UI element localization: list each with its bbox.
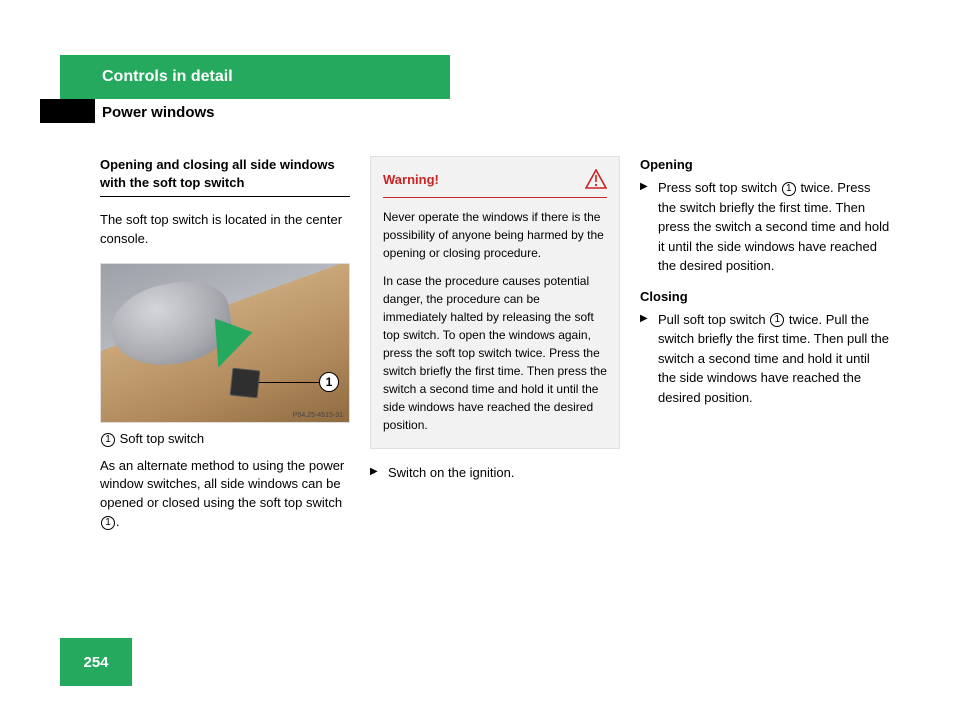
figure-switch xyxy=(230,368,261,399)
figure-id: P54.25-4515-31 xyxy=(293,412,343,419)
alt-text-pre: As an alternate method to using the powe… xyxy=(100,458,344,511)
warning-triangle-icon xyxy=(585,169,607,189)
column-1: Opening and closing all side windows wit… xyxy=(100,156,350,546)
warning-header: Warning! xyxy=(383,169,607,198)
figure-callout-1: 1 xyxy=(319,372,339,392)
soft-top-switch-figure: 1 P54.25-4515-31 xyxy=(100,263,350,423)
warning-box: Warning! Never operate the windows if th… xyxy=(370,156,620,449)
caption-callout-icon: 1 xyxy=(101,433,115,447)
heading-rule xyxy=(100,196,350,197)
closing-step: Pull soft top switch 1 twice. Pull the s… xyxy=(640,310,890,408)
closing-heading: Closing xyxy=(640,288,890,306)
closing-steps: Pull soft top switch 1 twice. Pull the s… xyxy=(640,310,890,408)
content-area: Opening and closing all side windows wit… xyxy=(100,156,890,546)
step-list-ignition: Switch on the ignition. xyxy=(370,463,620,483)
section-tab-marker xyxy=(40,99,95,123)
opening-text-pre: Press soft top switch xyxy=(658,180,781,195)
opening-steps: Press soft top switch 1 twice. Press the… xyxy=(640,178,890,276)
column-2: Warning! Never operate the windows if th… xyxy=(370,156,620,546)
figure-leader-line xyxy=(259,382,319,383)
intro-text: The soft top switch is located in the ce… xyxy=(100,211,350,249)
topic-heading: Opening and closing all side windows wit… xyxy=(100,156,350,192)
closing-callout-icon: 1 xyxy=(770,313,784,327)
section-title: Power windows xyxy=(102,104,215,121)
chapter-header-bar: Controls in detail xyxy=(60,55,450,99)
alt-callout-icon: 1 xyxy=(101,516,115,530)
figure-caption: 1 Soft top switch xyxy=(100,431,350,447)
caption-text: Soft top switch xyxy=(116,431,204,446)
closing-text-pre: Pull soft top switch xyxy=(658,312,769,327)
column-3: Opening Press soft top switch 1 twice. P… xyxy=(640,156,890,546)
page-number-box: 254 xyxy=(60,638,132,686)
warning-title: Warning! xyxy=(383,172,439,187)
alt-text-post: . xyxy=(116,514,120,529)
opening-callout-icon: 1 xyxy=(782,182,796,196)
step-switch-ignition: Switch on the ignition. xyxy=(370,463,620,483)
opening-heading: Opening xyxy=(640,156,890,174)
chapter-title: Controls in detail xyxy=(102,68,233,86)
alternate-method-text: As an alternate method to using the powe… xyxy=(100,457,350,532)
page-number: 254 xyxy=(83,654,108,671)
warning-paragraph-1: Never operate the windows if there is th… xyxy=(383,208,607,262)
warning-paragraph-2: In case the procedure causes potential d… xyxy=(383,272,607,434)
opening-step: Press soft top switch 1 twice. Press the… xyxy=(640,178,890,276)
